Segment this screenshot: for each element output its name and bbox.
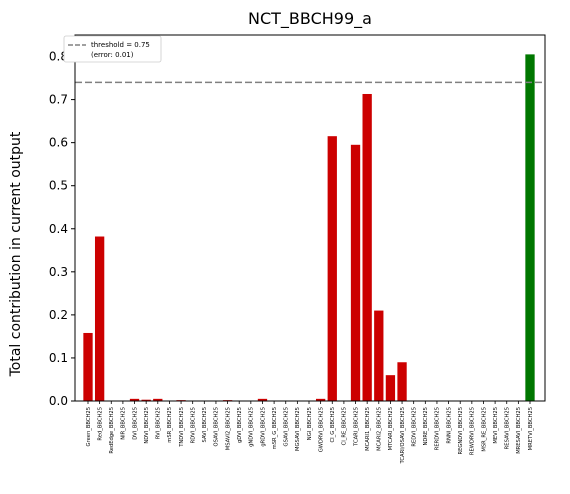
x-tick-label: NIR_BBCH25 xyxy=(121,407,127,440)
bar-mcari1-bbch25 xyxy=(362,93,372,401)
bar-grdvi-bbch25 xyxy=(257,398,268,401)
y-axis: 0.0 0.1 0.2 0.3 0.4 0.5 0.6 0.7 0.8 xyxy=(49,50,75,408)
x-tick-label: OSAVI_BBCH25 xyxy=(214,407,220,447)
bar-ndvi-bbch25 xyxy=(141,399,151,401)
legend-label: threshold = 0.75 xyxy=(91,41,150,49)
y-tick-label: 0.1 xyxy=(49,351,68,365)
x-tick-label: mSR_BBCH25 xyxy=(167,407,173,443)
x-tick-label: REDVI_BBCH25 xyxy=(411,407,417,447)
bar-tcari-bbch25 xyxy=(350,144,361,402)
x-tick-label: Green_BBCH25 xyxy=(86,407,92,446)
x-tick-label: TCARI_BBCH25 xyxy=(353,407,359,447)
x-tick-label: DVI_BBCH25 xyxy=(132,407,138,440)
x-tick-label: MRETVI_BBCH25 xyxy=(528,407,534,450)
x-tick-label: TCARI/OSAVI_BBCH25 xyxy=(400,407,406,464)
legend-box xyxy=(63,35,162,63)
y-tick-label: 0.2 xyxy=(49,308,68,322)
y-tick-label: 0.8 xyxy=(49,50,68,64)
bar-red-bbch25 xyxy=(94,236,105,401)
x-tick-label: REGNDVI_BBCH25 xyxy=(458,407,464,455)
y-tick-label: 0.7 xyxy=(49,93,68,107)
bar-tcari-osavi-bbch25 xyxy=(397,362,407,401)
x-tick-label: gNDVI_BBCH25 xyxy=(249,407,255,447)
legend-label-error: (error: 0.01) xyxy=(91,51,134,59)
x-tick-label: MCARI2_BBCH25 xyxy=(377,407,383,451)
y-tick-label: 0.6 xyxy=(49,136,68,150)
bar-ci-g-bbch25 xyxy=(327,136,337,401)
x-tick-label: TNDVI_BBCH25 xyxy=(179,407,185,448)
y-tick-label: 0.5 xyxy=(49,179,68,193)
x-tick-label: MCARI1_BBCH25 xyxy=(365,407,371,451)
x-tick-label: GSAVI_BBCH25 xyxy=(284,407,290,446)
bar-mretvi-bbch25 xyxy=(525,54,535,402)
x-tick-label: RVI_BBCH25 xyxy=(156,407,162,439)
x-tick-label: mSR_G_BBCH25 xyxy=(272,407,278,449)
x-tick-label: CI_G_BBCH25 xyxy=(330,407,336,443)
x-tick-label: Red_BBCH25 xyxy=(97,407,103,441)
x-tick-label: CI_RE_BBCH25 xyxy=(342,407,348,445)
x-tick-label: RedEdge_BBCH25 xyxy=(109,407,115,454)
bar-rvi-bbch25 xyxy=(153,398,163,401)
bar-dvi-bbch25 xyxy=(129,398,140,401)
legend: threshold = 0.75 (error: 0.01) xyxy=(63,35,162,63)
x-tick-label: REWDRVI_BBCH25 xyxy=(470,407,476,455)
chart-title: NCT_BBCH99_a xyxy=(248,9,372,29)
bar-mtcari-bbch25 xyxy=(385,375,396,401)
x-tick-label: NDRE_BBCH25 xyxy=(423,407,429,446)
x-tick-label: MRESAVI_BBCH25 xyxy=(516,407,522,454)
x-tick-label: MSR_RE_BBCH25 xyxy=(481,407,487,452)
x-tick-label: MTCARI_BBCH25 xyxy=(388,407,394,450)
x-tick-label: RESAVI_BBCH25 xyxy=(505,407,511,449)
x-tick-label: GWDRVI_BBCH25 xyxy=(318,407,324,452)
x-tick-label: gRDVI_BBCH25 xyxy=(260,407,266,447)
x-tick-label: SAVI_BBCH25 xyxy=(202,407,208,442)
y-axis-label: Total contribution in current output xyxy=(8,131,24,377)
y-tick-label: 0.3 xyxy=(49,265,68,279)
x-axis: Green_BBCH25 Red_BBCH25 RedEdge_BBCH25 NIR_… xyxy=(86,401,534,464)
y-tick-label: 0.4 xyxy=(49,222,68,236)
x-tick-label: MGSAVI_BBCH25 xyxy=(295,407,301,451)
bar-gwdrvi-bbch25 xyxy=(315,398,326,401)
y-tick-label: 0.0 xyxy=(49,394,68,408)
x-tick-label: MSAVI2_BBCH25 xyxy=(225,407,231,450)
x-tick-label: NDVI_BBCH25 xyxy=(144,407,150,444)
bar-green-bbch25 xyxy=(83,332,93,401)
x-tick-label: RDVI_BBCH25 xyxy=(190,407,196,443)
x-tick-label: RNNI_BBCH25 xyxy=(446,407,452,444)
x-tick-label: gDVI_BBCH25 xyxy=(237,407,243,443)
plot-frame xyxy=(74,34,546,402)
bar-mcari2-bbch25 xyxy=(374,310,384,401)
x-tick-label: RERDVI_BBCH25 xyxy=(435,407,441,450)
x-tick-label: NGI_BBCH25 xyxy=(307,407,313,440)
x-tick-label: MEVI_BBCH25 xyxy=(493,407,499,444)
